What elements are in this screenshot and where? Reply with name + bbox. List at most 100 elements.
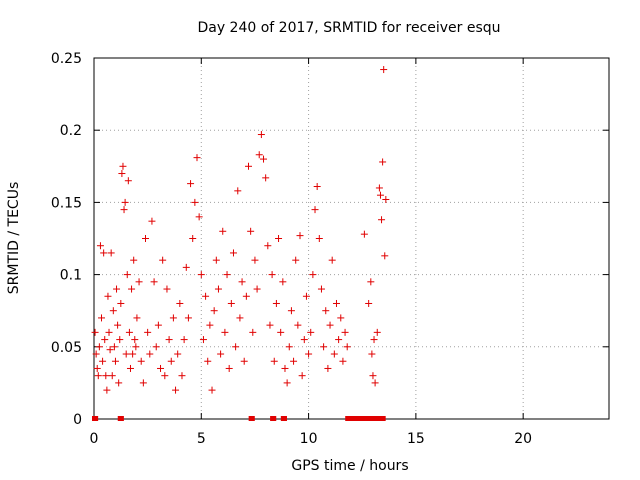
data-point [95,343,103,351]
data-point [172,386,180,394]
data-point [320,343,328,351]
zero-value-mark [117,416,124,421]
zero-value-mark [270,416,277,421]
data-point [339,357,347,365]
data-point [292,256,300,264]
y-tick-label: 0 [73,412,82,428]
data-point [225,364,233,372]
data-point [130,256,138,264]
data-point [279,278,287,286]
data-point [91,328,99,336]
data-point [296,232,304,240]
data-point [120,206,128,214]
data-point [287,307,295,315]
data-point [281,364,289,372]
data-point [176,299,184,307]
x-tick-label: 0 [90,431,99,447]
data-point [324,364,332,372]
y-tick-label: 0.05 [51,340,82,356]
data-point [309,271,317,279]
data-point [111,357,119,365]
data-point [150,278,158,286]
data-point [381,252,389,260]
data-point [199,336,207,344]
data-point [180,336,188,344]
data-point [311,206,319,214]
y-tick-label: 0.25 [51,51,82,67]
data-point [382,196,390,204]
data-point [375,184,383,192]
data-point [242,292,250,300]
y-tick-label: 0.2 [60,123,82,139]
chart-title: Day 240 of 2017, SRMTID for receiver esq… [197,20,500,36]
data-point [236,314,244,322]
data-point [146,350,154,358]
data-point [378,216,386,224]
data-point [262,174,270,182]
data-point [326,321,334,329]
data-point [238,278,246,286]
data-point [187,180,195,188]
data-point [315,235,323,242]
data-point [154,321,162,329]
data-point [376,191,384,199]
data-point [206,321,214,329]
data-point [152,343,160,351]
data-point [234,187,242,195]
data-point [163,285,171,293]
zero-value-mark [345,416,386,421]
data-point [105,328,113,336]
zero-value-mark [280,416,287,421]
data-point [107,249,115,257]
data-point [137,357,145,365]
data-point [229,249,237,257]
data-point [251,256,259,264]
data-point [92,350,100,358]
data-point [210,307,218,315]
data-point [268,271,276,279]
data-point [330,350,338,358]
zero-value-marks [92,416,386,421]
data-point [98,314,106,322]
data-point [191,198,199,206]
data-point [148,217,156,225]
data-point [125,328,133,336]
data-point [144,328,152,336]
data-point [204,357,212,365]
data-point [272,299,280,307]
data-point [302,292,310,300]
x-tick-label: 10 [300,431,318,447]
data-point [255,151,263,159]
data-point [182,263,190,271]
data-point [113,285,121,293]
y-axis-label: SRMTID / TECUs [6,182,22,295]
data-point [135,278,143,286]
data-point [96,242,104,250]
data-point [161,372,169,380]
zero-value-mark [92,416,99,421]
data-point [106,346,114,354]
data-point [174,350,182,358]
data-point [118,170,126,178]
data-point [367,278,375,286]
data-point [100,249,108,257]
data-point [93,364,101,372]
data-point [369,372,377,380]
data-point [189,235,197,242]
data-point [219,227,227,235]
data-point [142,235,149,242]
data-point [184,314,192,322]
data-point [124,177,132,185]
data-point [294,321,302,329]
data-point [332,299,340,307]
data-point [247,227,255,235]
data-point [260,155,268,163]
data-point [360,230,368,238]
y-tick-label: 0.15 [51,195,82,211]
data-point [277,328,285,336]
zero-value-mark [248,416,255,421]
data-point [169,314,177,322]
data-point [368,350,376,358]
data-point [115,379,123,387]
data-point [94,372,102,380]
